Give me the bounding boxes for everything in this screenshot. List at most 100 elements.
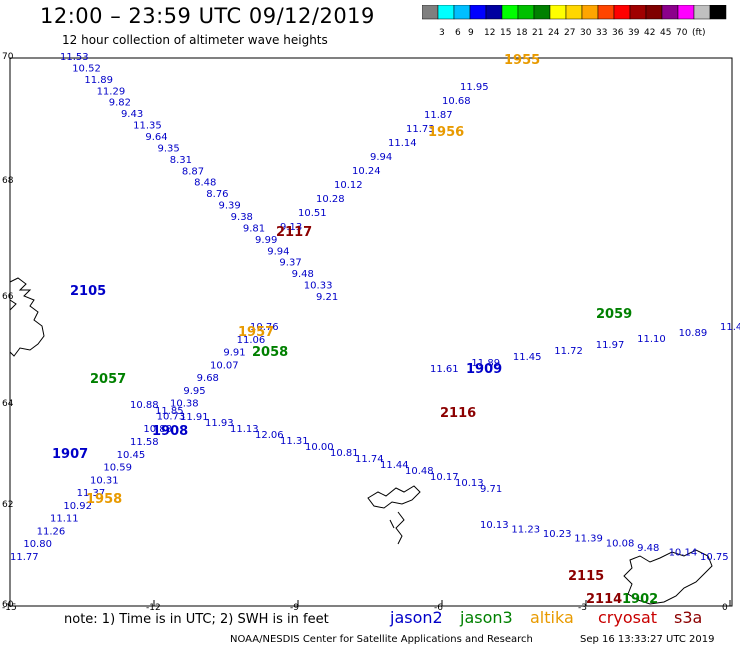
swh-value: 10.17 [430, 472, 459, 483]
swh-value: 11.23 [511, 525, 540, 536]
swh-value: 10.31 [90, 475, 119, 486]
swh-value: 10.13 [480, 520, 509, 531]
orbit-label-2114: 2114 [586, 592, 622, 607]
swh-value: 9.82 [109, 98, 131, 109]
orbit-label-2058: 2058 [252, 345, 288, 360]
swh-value: 11.39 [574, 534, 603, 545]
lon-tick-label: -9 [290, 603, 299, 613]
orbit-label-1909: 1909 [466, 362, 502, 377]
swh-value: 8.31 [170, 155, 192, 166]
swh-value: 11.35 [133, 121, 162, 132]
orbit-label-2116: 2116 [440, 406, 476, 421]
swh-value: 9.91 [223, 348, 245, 359]
scale-label: (ft) [692, 28, 706, 38]
lon-tick-label: -15 [2, 603, 17, 613]
swh-value: 10.88 [130, 400, 159, 411]
swh-value: 10.24 [352, 166, 381, 177]
swh-value: 9.94 [267, 246, 289, 257]
swh-value: 10.73 [157, 411, 186, 422]
swh-value: 10.51 [298, 208, 327, 219]
swh-value: 10.28 [316, 194, 345, 205]
swh-value: 8.76 [206, 189, 228, 200]
swh-value: 10.59 [103, 463, 132, 474]
swh-value: 10.76 [250, 322, 279, 333]
scale-swatch [709, 5, 727, 20]
scale-label: 33 [596, 28, 607, 38]
swh-value: 11.31 [280, 436, 309, 447]
swh-value: 11.37 [77, 488, 106, 499]
swh-value: 9.48 [292, 269, 314, 280]
swh-value: 11.87 [424, 110, 453, 121]
legend-cryosat: cryosat [598, 608, 658, 627]
map-frame [9, 57, 733, 607]
swh-value: 11.53 [60, 52, 89, 63]
swh-value: 9.99 [255, 235, 277, 246]
swh-value: 10.92 [63, 501, 92, 512]
lon-tick-label: -12 [146, 603, 161, 613]
swh-value: 9.94 [370, 152, 392, 163]
swh-value: 11.06 [237, 335, 266, 346]
swh-value: 10.23 [543, 529, 572, 540]
lat-tick-label: 62 [2, 500, 13, 510]
altimeter-tracks: 11.5310.5211.8911.299.829.4311.359.649.3… [10, 52, 740, 563]
faroe-islands-coastline [367, 485, 421, 545]
scale-label: 27 [564, 28, 575, 38]
scale-label: 42 [644, 28, 655, 38]
lat-tick-label: 66 [2, 292, 14, 302]
graticule: -15 -12 -9 -6 -3 0 70 68 66 64 62 60 [2, 52, 731, 613]
credit-line: NOAA/NESDIS Center for Satellite Applica… [230, 634, 533, 645]
orbit-label-2115: 2115 [568, 569, 604, 584]
lat-tick-label: 60 [2, 600, 14, 610]
orbit-label-1908: 1908 [152, 424, 188, 439]
scale-label: 70 [676, 28, 688, 38]
orbit-label-1956: 1956 [428, 125, 464, 140]
swh-value: 10.89 [679, 328, 708, 339]
orbit-label-1907: 1907 [52, 447, 88, 462]
orbit-label-1958: 1958 [86, 492, 122, 507]
swh-value: 11.29 [97, 86, 126, 97]
swh-value: 11.93 [205, 418, 234, 429]
orbit-label-2057: 2057 [90, 372, 126, 387]
swh-value: 10.68 [442, 96, 471, 107]
swh-value: 11.13 [230, 424, 259, 435]
swh-value: 10.80 [23, 539, 52, 550]
swh-value: 11.91 [180, 412, 209, 423]
scale-label: 30 [580, 28, 592, 38]
page-subtitle: 12 hour collection of altimeter wave hei… [62, 33, 328, 47]
swh-value: 11.44 [380, 460, 409, 471]
color-scale-legend: 3 6 9 12 15 18 21 24 27 30 33 36 39 42 45 70 (ft) [422, 5, 727, 38]
scale-label: 6 [455, 28, 461, 38]
swh-value: 11.89 [471, 358, 500, 369]
swh-value: 11.11 [50, 514, 79, 525]
scale-label: 3 [439, 28, 445, 38]
swh-value: 11.61 [430, 364, 459, 375]
swh-value: 9.13 [280, 222, 302, 233]
lat-tick-label: 70 [2, 52, 14, 62]
swh-value: 11.73 [406, 124, 435, 135]
swh-value: 9.64 [145, 132, 167, 143]
swh-value: 11.26 [37, 526, 66, 537]
swh-value: 10.13 [455, 478, 484, 489]
swh-value: 10.12 [334, 180, 363, 191]
swh-value: 10.08 [606, 538, 635, 549]
iceland-coastline [9, 277, 45, 357]
swh-value: 10.33 [304, 281, 333, 292]
swh-value: 9.39 [218, 201, 240, 212]
shetland-coastline [623, 549, 713, 605]
scale-label: 9 [468, 28, 474, 38]
swh-value: 11.89 [84, 75, 113, 86]
legend-altika: altika [530, 608, 574, 627]
legend-s3a: s3a [674, 608, 703, 627]
legend-jason3: jason3 [460, 608, 513, 627]
swh-value: 11.58 [130, 437, 159, 448]
swh-value: 10.45 [117, 450, 146, 461]
swh-value: 10.75 [700, 552, 729, 563]
swh-value: 10.38 [170, 399, 199, 410]
scale-label: 12 [484, 28, 495, 38]
swh-value: 11.45 [513, 352, 542, 363]
swh-value: 10.52 [72, 63, 101, 74]
swh-value: 11.14 [388, 138, 417, 149]
orbit-label-1902: 1902 [622, 592, 658, 607]
